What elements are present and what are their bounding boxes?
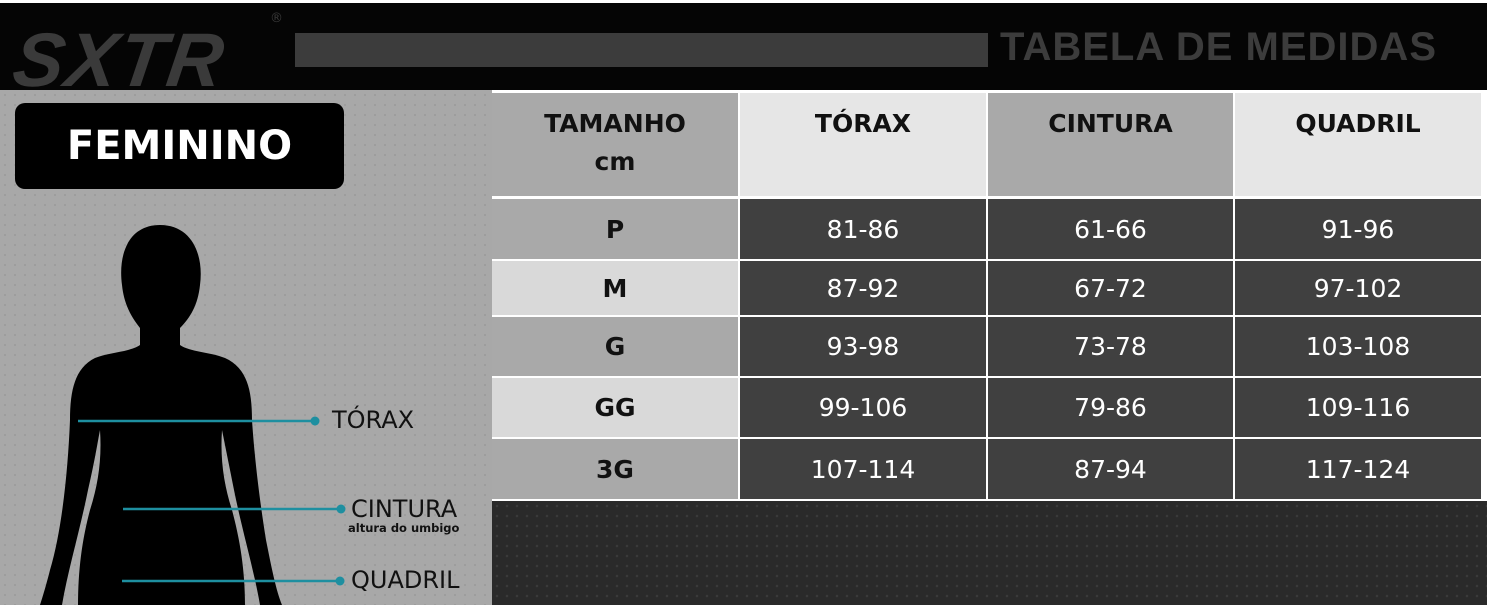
column-header: CINTURA <box>988 93 1233 196</box>
quadril-cell: 117-124 <box>1235 439 1481 499</box>
torax-cell: 99-106 <box>740 378 986 437</box>
size-table: TAMANHO cm TÓRAX CINTURA QUADRIL P 81-86 61-66 9… <box>492 91 1482 501</box>
cintura-cell: 67-72 <box>988 261 1233 315</box>
female-silhouette-icon <box>40 225 346 605</box>
cintura-cell: 61-66 <box>988 199 1233 259</box>
quadril-cell: 97-102 <box>1235 261 1481 315</box>
size-cell: M <box>492 261 738 315</box>
size-cell: GG <box>492 378 738 437</box>
decorative-footer <box>492 501 1487 605</box>
torax-cell: 81-86 <box>740 199 986 259</box>
quadril-cell: 109-116 <box>1235 378 1481 437</box>
cintura-note: altura do umbigo <box>348 521 460 535</box>
cintura-cell: 87-94 <box>988 439 1233 499</box>
header-banner: SXTR ® TABELA DE MEDIDAS <box>0 3 1487 103</box>
decorative-bar <box>295 33 988 67</box>
quadril-cell: 103-108 <box>1235 317 1481 376</box>
figure-panel: FEMININO TÓRAX CINTURA altura do umbigo … <box>0 90 492 605</box>
column-header: TÓRAX <box>740 93 986 196</box>
header-label: TAMANHO <box>544 109 686 138</box>
torax-cell: 107-114 <box>740 439 986 499</box>
size-cell: P <box>492 199 738 259</box>
quadril-cell: 91-96 <box>1235 199 1481 259</box>
cintura-label: CINTURA <box>351 495 458 523</box>
size-cell: G <box>492 317 738 376</box>
gender-badge: FEMININO <box>15 103 344 189</box>
torax-cell: 87-92 <box>740 261 986 315</box>
page-title: TABELA DE MEDIDAS <box>1000 25 1437 69</box>
column-header: QUADRIL <box>1235 93 1481 196</box>
header-label: TÓRAX <box>814 109 912 138</box>
header-label: QUADRIL <box>1295 109 1421 138</box>
column-header: TAMANHO cm <box>492 93 738 196</box>
registered-mark: ® <box>270 11 283 26</box>
torax-cell: 93-98 <box>740 317 986 376</box>
cintura-cell: 79-86 <box>988 378 1233 437</box>
torax-label: TÓRAX <box>332 406 415 434</box>
size-cell: 3G <box>492 439 738 499</box>
quadril-label: QUADRIL <box>351 566 460 594</box>
header-label: CINTURA <box>1048 109 1173 138</box>
cintura-cell: 73-78 <box>988 317 1233 376</box>
header-unit: cm <box>594 147 636 176</box>
